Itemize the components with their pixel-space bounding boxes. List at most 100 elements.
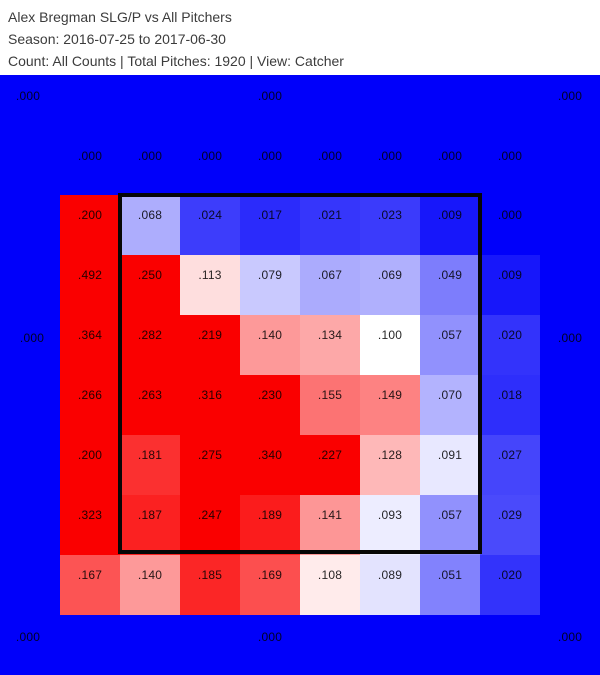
cell-value-label: .140 bbox=[137, 568, 163, 582]
cell-value-label: .068 bbox=[137, 208, 163, 222]
cell-value-label: .149 bbox=[377, 388, 403, 402]
heatmap-cell: .067 bbox=[300, 255, 360, 315]
heatmap-cell: .128 bbox=[360, 435, 420, 495]
heatmap-cell: .364 bbox=[60, 315, 120, 375]
heatmap-cell: .100 bbox=[360, 315, 420, 375]
chart-header: Alex Bregman SLG/P vs All Pitchers Seaso… bbox=[8, 6, 592, 72]
outer-zone-label: .000 bbox=[317, 149, 343, 163]
cell-value-label: .024 bbox=[197, 208, 223, 222]
cell-value-label: .250 bbox=[137, 268, 163, 282]
heatmap-cell: .029 bbox=[480, 495, 540, 555]
heatmap-cell: .219 bbox=[180, 315, 240, 375]
heatmap-cell: .230 bbox=[240, 375, 300, 435]
heatmap-cell: .200 bbox=[60, 435, 120, 495]
heatmap-cell: .227 bbox=[300, 435, 360, 495]
heatmap-cell: .027 bbox=[480, 435, 540, 495]
cell-value-label: .023 bbox=[377, 208, 403, 222]
cell-value-label: .200 bbox=[77, 208, 103, 222]
heatmap-cell: .089 bbox=[360, 555, 420, 615]
cell-value-label: .316 bbox=[197, 388, 223, 402]
heatmap-cell: .185 bbox=[180, 555, 240, 615]
heatmap-cell: .167 bbox=[60, 555, 120, 615]
cell-value-label: .009 bbox=[437, 208, 463, 222]
heatmap-cell: .189 bbox=[240, 495, 300, 555]
heatmap-cell: .250 bbox=[120, 255, 180, 315]
cell-value-label: .020 bbox=[497, 568, 523, 582]
outer-zone-label: .000 bbox=[19, 331, 45, 345]
outer-zone-label: .000 bbox=[377, 149, 403, 163]
cell-value-label: .049 bbox=[437, 268, 463, 282]
outer-zone-label: .000 bbox=[437, 149, 463, 163]
outer-zone-label: .000 bbox=[15, 89, 41, 103]
heatmap-cell: .020 bbox=[480, 315, 540, 375]
cell-value-label: .067 bbox=[317, 268, 343, 282]
cell-value-label: .155 bbox=[317, 388, 343, 402]
cell-value-label: .169 bbox=[257, 568, 283, 582]
cell-value-label: .189 bbox=[257, 508, 283, 522]
heatmap-cell: .021 bbox=[300, 195, 360, 255]
heatmap-cell: .247 bbox=[180, 495, 240, 555]
cell-value-label: .185 bbox=[197, 568, 223, 582]
cell-value-label: .029 bbox=[497, 508, 523, 522]
heatmap-cell: .018 bbox=[480, 375, 540, 435]
outer-zone-label: .000 bbox=[497, 149, 523, 163]
cell-value-label: .187 bbox=[137, 508, 163, 522]
heatmap-cell: .266 bbox=[60, 375, 120, 435]
cell-value-label: .263 bbox=[137, 388, 163, 402]
cell-value-label: .219 bbox=[197, 328, 223, 342]
heatmap-cell: .023 bbox=[360, 195, 420, 255]
heatmap-cell: .057 bbox=[420, 495, 480, 555]
heatmap-cell: .149 bbox=[360, 375, 420, 435]
cell-value-label: .009 bbox=[497, 268, 523, 282]
heatmap-cell: .141 bbox=[300, 495, 360, 555]
cell-value-label: .128 bbox=[377, 448, 403, 462]
season-subtitle: Season: 2016-07-25 to 2017-06-30 bbox=[8, 31, 226, 47]
heatmap-cell: .020 bbox=[480, 555, 540, 615]
page-title: Alex Bregman SLG/P vs All Pitchers bbox=[8, 9, 232, 25]
cell-value-label: .070 bbox=[437, 388, 463, 402]
cell-value-label: .227 bbox=[317, 448, 343, 462]
heatmap-cell: .091 bbox=[420, 435, 480, 495]
cell-value-label: .079 bbox=[257, 268, 283, 282]
outer-zone-label: .000 bbox=[557, 331, 583, 345]
cell-value-label: .167 bbox=[77, 568, 103, 582]
heatmap-cell: .187 bbox=[120, 495, 180, 555]
outer-zone-label: .000 bbox=[557, 630, 583, 644]
outer-zone-label: .000 bbox=[557, 89, 583, 103]
heatmap-cell: .263 bbox=[120, 375, 180, 435]
cell-value-label: .020 bbox=[497, 328, 523, 342]
heatmap-cell: .093 bbox=[360, 495, 420, 555]
heatmap-cell: .323 bbox=[60, 495, 120, 555]
outer-zone-label: .000 bbox=[257, 89, 283, 103]
cell-value-label: .141 bbox=[317, 508, 343, 522]
outer-zone-label: .000 bbox=[77, 149, 103, 163]
cell-value-label: .057 bbox=[437, 328, 463, 342]
outer-zone-label: .000 bbox=[257, 630, 283, 644]
heatmap-cell: .009 bbox=[420, 195, 480, 255]
heatmap-cell: .275 bbox=[180, 435, 240, 495]
cell-value-label: .181 bbox=[137, 448, 163, 462]
heatmap-cell: .051 bbox=[420, 555, 480, 615]
cell-value-label: .018 bbox=[497, 388, 523, 402]
heatmap-cell: .068 bbox=[120, 195, 180, 255]
cell-value-label: .108 bbox=[317, 568, 343, 582]
cell-value-label: .017 bbox=[257, 208, 283, 222]
cell-value-label: .275 bbox=[197, 448, 223, 462]
count-subtitle: Count: All Counts | Total Pitches: 1920 … bbox=[8, 53, 344, 69]
cell-value-label: .200 bbox=[77, 448, 103, 462]
outer-zone-label: .000 bbox=[137, 149, 163, 163]
cell-value-label: .091 bbox=[437, 448, 463, 462]
heatmap-cell: .155 bbox=[300, 375, 360, 435]
cell-value-label: .100 bbox=[377, 328, 403, 342]
heatmap-cell: .181 bbox=[120, 435, 180, 495]
cell-value-label: .057 bbox=[437, 508, 463, 522]
heatmap-cell: .492 bbox=[60, 255, 120, 315]
cell-value-label: .027 bbox=[497, 448, 523, 462]
outer-zone-label: .000 bbox=[15, 630, 41, 644]
heatmap-cell: .108 bbox=[300, 555, 360, 615]
heatmap-panel: .200 .068 .024 .017 .021 .023 .009 .000 .492 .250… bbox=[0, 75, 600, 675]
heatmap-cell: .017 bbox=[240, 195, 300, 255]
heatmap-cell: .069 bbox=[360, 255, 420, 315]
heatmap-cell: .024 bbox=[180, 195, 240, 255]
